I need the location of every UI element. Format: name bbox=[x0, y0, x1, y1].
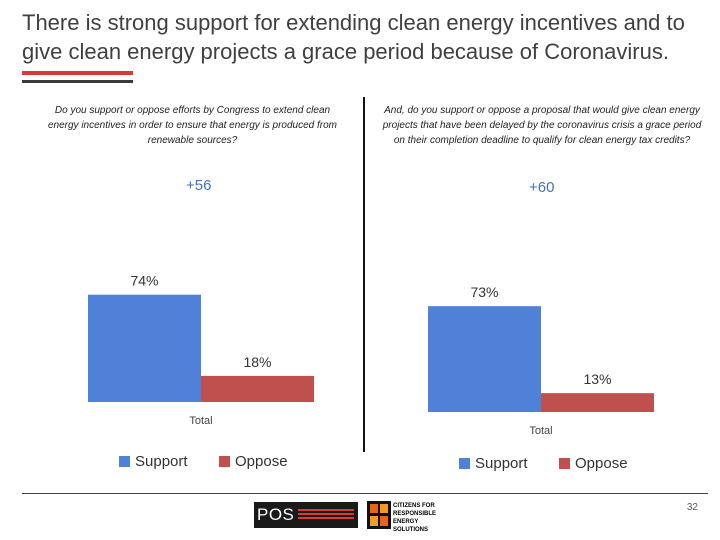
cres-logo-text: CITIZENS FOR RESPONSIBLE ENERGY SOLUTION… bbox=[393, 503, 437, 533]
cres-logo: CITIZENS FOR RESPONSIBLE ENERGY SOLUTION… bbox=[367, 500, 445, 533]
legend-swatch-oppose bbox=[559, 458, 570, 469]
title-accent-red-rule bbox=[22, 71, 133, 75]
page-number: 32 bbox=[686, 502, 698, 513]
bar-oppose bbox=[541, 393, 654, 412]
bar-support bbox=[428, 306, 541, 412]
cres-logo-mark bbox=[367, 501, 391, 529]
question-right: And, do you support or oppose a proposal… bbox=[382, 105, 702, 146]
legend-label-oppose: Oppose bbox=[575, 455, 628, 472]
bar-oppose bbox=[201, 375, 314, 402]
pos-logo-stripes bbox=[298, 509, 354, 521]
data-label-support: 73% bbox=[470, 284, 498, 300]
legend-label-oppose: Oppose bbox=[235, 453, 288, 470]
legend-swatch-oppose bbox=[219, 456, 230, 467]
pos-logo-text: POS bbox=[257, 505, 295, 524]
net-label-right: +60 bbox=[529, 179, 555, 196]
legend-swatch-support bbox=[119, 456, 130, 467]
question-left: Do you support or oppose efforts by Cong… bbox=[47, 105, 338, 146]
data-label-oppose: 13% bbox=[583, 371, 611, 387]
title-accent-dark-rule bbox=[22, 80, 133, 83]
net-label-left: +56 bbox=[186, 177, 212, 194]
legend-label-support: Support bbox=[475, 455, 528, 472]
chart-right: 73% 13% Total Support Oppose bbox=[428, 284, 654, 472]
legend-label-support: Support bbox=[135, 453, 188, 470]
category-label: Total bbox=[189, 415, 212, 427]
legend-swatch-support bbox=[459, 458, 470, 469]
footer-rule bbox=[22, 493, 708, 494]
bar-support bbox=[88, 294, 201, 402]
pos-logo: POS bbox=[254, 502, 358, 528]
chart-left: 74% 18% Total Support Oppose bbox=[88, 273, 314, 470]
data-label-support: 74% bbox=[130, 273, 158, 289]
data-label-oppose: 18% bbox=[243, 354, 271, 370]
slide-title: There is strong support for extending cl… bbox=[22, 10, 685, 64]
panel-divider bbox=[363, 97, 365, 452]
category-label: Total bbox=[529, 425, 552, 437]
